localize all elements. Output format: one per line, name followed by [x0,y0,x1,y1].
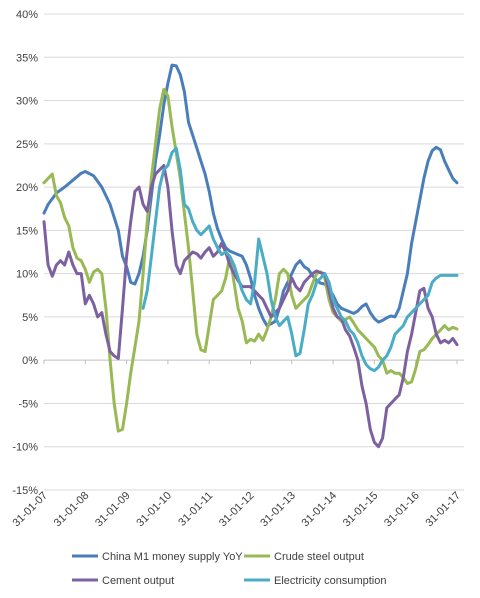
y-tick-label: -15% [12,485,38,497]
y-tick-label: -5% [18,398,38,410]
x-tick-label: 31-01-12 [217,490,257,530]
x-tick-label: 31-01-16 [382,490,422,530]
y-tick-label: 0% [22,355,38,367]
legend-label: Electricity consumption [274,575,387,587]
y-axis-ticks: -15% -10% -5% 0% 5% 10% 15% 20% 25% 30% 35% 40% [12,9,38,497]
y-tick-label: 10% [16,269,38,281]
series-line-2 [42,164,459,449]
legend-label: Crude steel output [274,551,364,563]
x-tick-label: 31-01-13 [258,490,298,530]
x-tick-label: 31-01-17 [423,490,463,530]
y-tick-label: 25% [16,139,38,151]
x-axis-ticks: 31-01-07 31-01-08 31-01-09 31-01-10 31-01-11… [10,360,463,529]
x-tick-label: 31-01-10 [134,490,174,530]
y-tick-label: -10% [12,442,38,454]
y-tick-label: 30% [16,96,38,108]
y-tick-label: 20% [16,182,38,194]
y-tick-label: 15% [16,225,38,237]
gridlines [44,13,464,491]
y-tick-label: 40% [16,9,38,21]
x-tick-label: 31-01-15 [341,490,381,530]
x-tick-label: 31-01-08 [52,490,92,530]
series-line-3 [141,146,459,373]
legend-label: China M1 money supply YoY [102,551,243,563]
legend: China M1 money supply YoY Crude steel out… [72,551,387,587]
x-tick-label: 31-01-09 [93,490,133,530]
y-tick-label: 5% [22,312,38,324]
y-tick-label: 35% [16,52,38,64]
x-tick-label: 31-01-11 [176,490,215,529]
x-tick-label: 31-01-14 [300,490,340,530]
series-line-1 [42,87,459,433]
series-lines [42,63,459,449]
legend-label: Cement output [102,575,174,587]
